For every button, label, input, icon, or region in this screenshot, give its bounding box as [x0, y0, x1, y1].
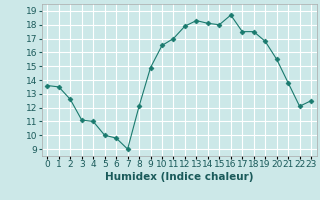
X-axis label: Humidex (Indice chaleur): Humidex (Indice chaleur)	[105, 172, 253, 182]
